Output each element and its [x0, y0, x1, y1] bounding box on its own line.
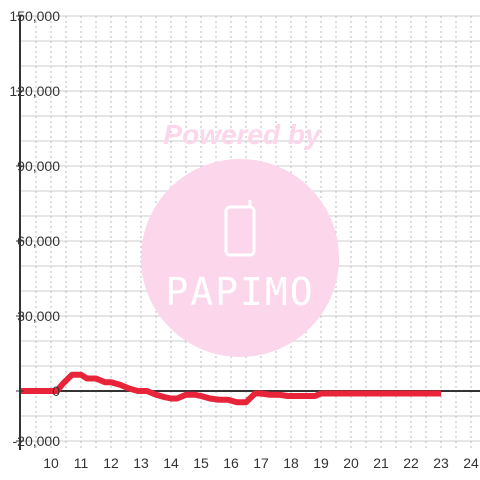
- x-tick-label: 18: [283, 455, 299, 471]
- watermark-brand-text: PAPIMO: [165, 270, 314, 314]
- x-tick-label: 23: [433, 455, 449, 471]
- y-tick-label: 0: [52, 383, 60, 399]
- x-tick-label: 24: [463, 455, 479, 471]
- series-layer: [21, 371, 441, 406]
- phone-icon: [224, 200, 256, 257]
- y-tick-label: 60,000: [17, 233, 60, 249]
- x-tick-label: 12: [103, 455, 119, 471]
- x-tick-label: 17: [253, 455, 269, 471]
- x-tick-label: 10: [43, 455, 59, 471]
- y-tick-label: 90,000: [17, 158, 60, 174]
- x-tick-label: 19: [313, 455, 329, 471]
- y-tick-label: 120,000: [9, 83, 60, 99]
- y-tick-label: 30,000: [17, 308, 60, 324]
- x-tick-label: 13: [133, 455, 149, 471]
- watermark-powered-by-text: Powered by: [163, 119, 322, 150]
- y-tick-label: 150,000: [9, 8, 60, 24]
- x-tick-label: 15: [193, 455, 209, 471]
- x-tick-labels: 10 11 12 13 14 15 16 17 18 19 20 21 22 23 24: [43, 455, 479, 471]
- watermark-circle: [141, 159, 339, 357]
- x-tick-label: 21: [373, 455, 389, 471]
- series-line-0: [21, 371, 441, 406]
- x-tick-label: 11: [74, 455, 89, 471]
- x-tick-label: 20: [343, 455, 359, 471]
- y-tick-label: -20,000: [13, 433, 61, 449]
- x-tick-label: 16: [223, 455, 239, 471]
- x-tick-label: 22: [403, 455, 419, 471]
- y-tick-labels: -20,000 0 30,000 60,000 90,000 120,000 150,000: [9, 8, 60, 449]
- watermark: Powered by PAPIMO: [141, 119, 339, 357]
- x-tick-label: 14: [163, 455, 179, 471]
